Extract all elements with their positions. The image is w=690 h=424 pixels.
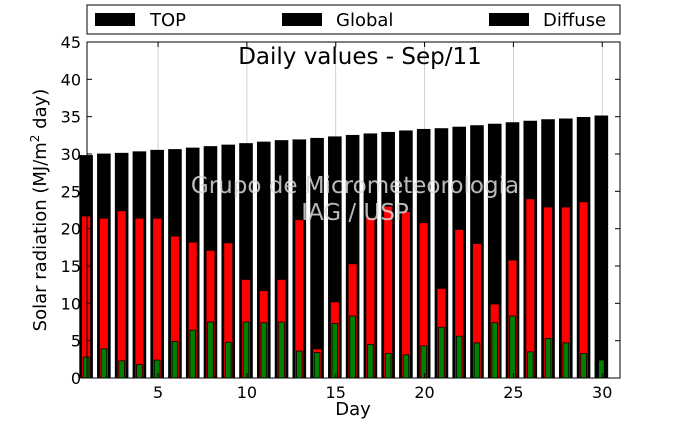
bar-diffuse bbox=[491, 322, 498, 379]
y-tick-label: 40 bbox=[61, 70, 81, 89]
y-axis-label-main: Solar radiation (MJ/m bbox=[30, 142, 51, 331]
bar-diffuse bbox=[118, 360, 125, 379]
x-tick-label: 5 bbox=[153, 383, 163, 402]
bar-global bbox=[81, 215, 91, 379]
x-tick-label: 30 bbox=[592, 383, 612, 402]
y-axis-label: Solar radiation (MJ/m2 day) bbox=[28, 89, 51, 332]
bar-global bbox=[383, 205, 393, 379]
legend-label: Diffuse bbox=[543, 10, 606, 31]
bar-diffuse bbox=[349, 315, 356, 379]
legend-swatch bbox=[282, 13, 322, 26]
legend-label: TOP bbox=[149, 10, 186, 31]
bar-diffuse bbox=[296, 350, 303, 379]
x-axis-label: Day bbox=[335, 399, 371, 420]
bar-diffuse bbox=[278, 321, 285, 379]
legend-label: Global bbox=[336, 10, 393, 31]
bar-diffuse bbox=[207, 321, 214, 379]
y-axis-label-sup: 2 bbox=[28, 135, 42, 143]
bar-diffuse bbox=[562, 342, 570, 379]
bar-top bbox=[594, 115, 609, 379]
bar-diffuse bbox=[225, 341, 232, 379]
bar-diffuse bbox=[455, 335, 463, 379]
y-tick-label: 45 bbox=[61, 33, 81, 52]
legend-swatch bbox=[489, 13, 529, 26]
x-tick-label: 25 bbox=[503, 383, 523, 402]
bar-diffuse bbox=[527, 351, 534, 379]
bar-diffuse bbox=[242, 321, 250, 379]
bar-diffuse bbox=[544, 338, 552, 379]
watermark-line-1: Grupo de Micrometeorologia bbox=[191, 173, 519, 199]
bar-diffuse bbox=[509, 315, 516, 379]
bar-global bbox=[134, 217, 145, 379]
watermark-line-2: IAG / USP bbox=[301, 200, 409, 226]
y-tick-label: 5 bbox=[71, 332, 81, 351]
chart-title: Daily values - Sep/11 bbox=[238, 44, 482, 70]
y-tick-label: 10 bbox=[61, 294, 81, 313]
bar-diffuse bbox=[580, 352, 587, 379]
legend: TOP Global Diffuse bbox=[95, 10, 606, 31]
x-tick-label: 20 bbox=[414, 383, 434, 402]
bar-diffuse bbox=[420, 345, 427, 379]
y-tick-label: 0 bbox=[71, 369, 81, 388]
y-axis-label-tail: day) bbox=[30, 89, 51, 135]
bar-diffuse bbox=[331, 323, 339, 379]
bar-diffuse bbox=[367, 343, 374, 379]
bar-diffuse bbox=[136, 364, 143, 379]
bar-diffuse bbox=[384, 352, 392, 379]
bar-diffuse bbox=[100, 348, 108, 379]
bar-global bbox=[578, 201, 589, 379]
bar-diffuse bbox=[153, 359, 161, 379]
y-tick-label: 35 bbox=[61, 108, 81, 127]
y-tick-label: 30 bbox=[61, 145, 81, 164]
bar-diffuse bbox=[82, 356, 90, 379]
bar-global bbox=[152, 217, 163, 379]
bar-diffuse bbox=[171, 341, 179, 379]
y-tick-label: 25 bbox=[61, 182, 81, 201]
bar-diffuse bbox=[260, 322, 268, 379]
bar-diffuse bbox=[473, 342, 481, 379]
x-tick-label: 15 bbox=[326, 383, 346, 402]
bar-global bbox=[116, 210, 127, 379]
y-tick-label: 15 bbox=[61, 257, 81, 276]
y-tick-label: 20 bbox=[61, 220, 81, 239]
plot-frame bbox=[86, 41, 621, 379]
x-tick-label: 10 bbox=[237, 383, 257, 402]
bar-global bbox=[525, 198, 536, 379]
bar-diffuse bbox=[438, 326, 445, 379]
bar-diffuse bbox=[402, 354, 410, 379]
bar-global bbox=[401, 211, 411, 379]
bar-diffuse bbox=[598, 359, 605, 379]
bars bbox=[79, 115, 609, 379]
bar-diffuse bbox=[313, 352, 321, 379]
legend-box bbox=[86, 4, 621, 35]
legend-swatch bbox=[95, 13, 135, 26]
bar-diffuse bbox=[189, 329, 196, 379]
ticks: 0 5 10 15 20 25 30 35 40 45 5 10 15 20 25 30 bbox=[61, 33, 620, 402]
